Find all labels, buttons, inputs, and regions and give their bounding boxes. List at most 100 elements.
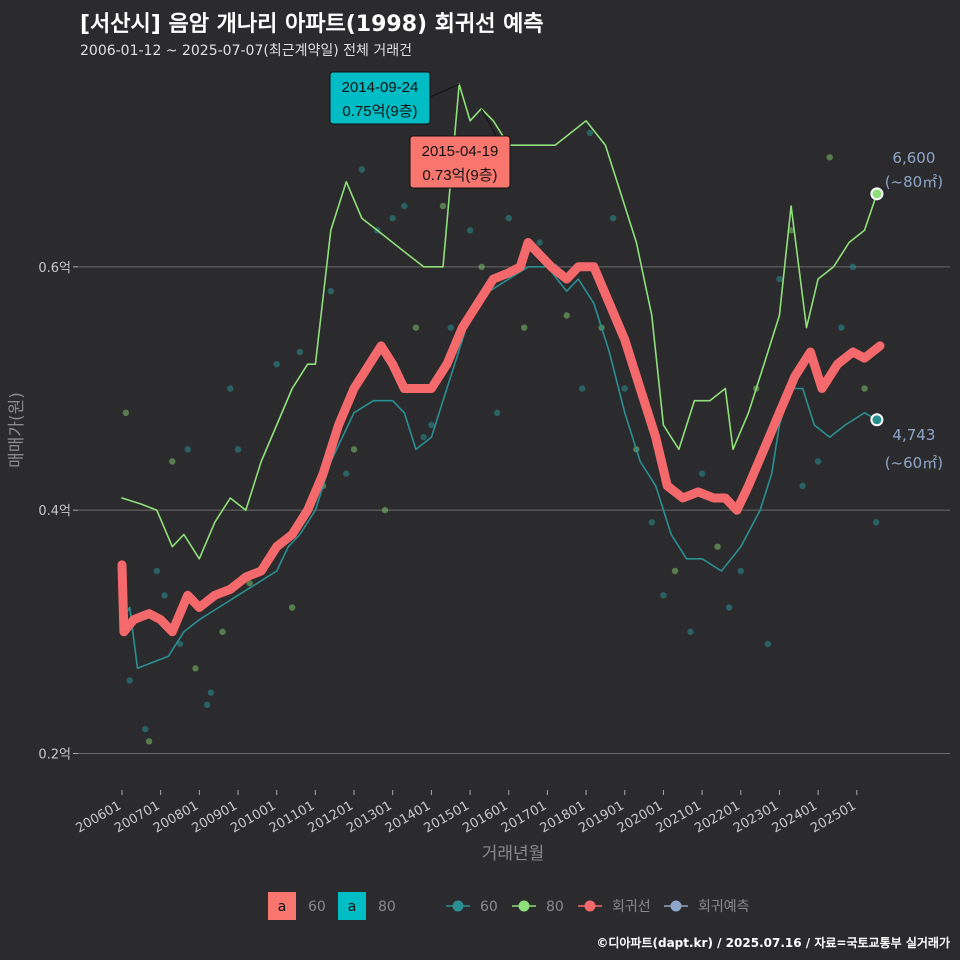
legend-fill-label: 80 [378, 899, 396, 915]
end-value-label: 4,743 [892, 426, 935, 444]
scatter-point [439, 202, 447, 210]
annotation-box [329, 71, 431, 125]
annotation-date: 2014-09-24 [342, 79, 419, 96]
scatter-point [861, 385, 868, 392]
scatter-point [184, 446, 191, 453]
legend-line-label: 회귀선 [612, 899, 651, 915]
scatter-point [671, 567, 679, 575]
scatter-point [505, 214, 512, 222]
scatter-point [579, 385, 586, 392]
legend-fill-swatch [338, 892, 366, 920]
scatter-point [122, 409, 130, 417]
scatter-point [161, 592, 168, 599]
footer-credit: ©디아파트(dapt.kr) / 2025.07.16 / 자료=국토교통부 실… [596, 936, 950, 950]
end-point-80 [870, 187, 884, 201]
scatter-point [563, 312, 570, 319]
legend-point-swatch [584, 900, 596, 912]
scatter-point [327, 287, 335, 295]
scatter-point [227, 385, 234, 392]
scatter-point [826, 154, 833, 161]
series-line-회귀선 [117, 238, 885, 637]
scatter-point [288, 604, 296, 611]
scatter-point [586, 129, 594, 137]
scatter-point [420, 433, 427, 441]
legend: a 60 a 80 60 80 회귀선 회귀예측 [268, 892, 750, 920]
scatter-point [428, 421, 435, 429]
scatter-point [145, 738, 153, 745]
scatter-points [122, 129, 880, 745]
scatter-point [401, 202, 408, 210]
scatter-point [478, 263, 485, 271]
scatter-point [234, 446, 242, 453]
legend-line-label: 60 [480, 899, 498, 915]
scatter-point [521, 324, 528, 331]
y-tick-label: 0.2억 [38, 748, 71, 763]
scatter-point [389, 214, 396, 222]
annotations: 2014-09-24 0.75억(9층) 2015-04-19 0.73억(9층) [329, 71, 511, 189]
series-line-80 [121, 83, 878, 560]
legend-line-label: 80 [546, 899, 564, 915]
scatter-point [687, 628, 694, 636]
y-tick-label: 0.4억 [38, 504, 71, 519]
scatter-point [350, 446, 358, 453]
y-tick-label: 0.6억 [38, 261, 71, 276]
legend-point-swatch [452, 900, 464, 912]
annotation-box [409, 135, 511, 189]
scatter-point [273, 360, 280, 368]
scatter-point [737, 567, 744, 575]
scatter-point [493, 409, 501, 417]
scatter-point [776, 275, 783, 283]
scatter-point [203, 701, 211, 709]
chart-subtitle: 2006-01-12 ~ 2025-07-07(최근계약일) 전체 거래건 [80, 43, 412, 59]
legend-point-swatch [670, 900, 682, 912]
legend-fill-key: a [348, 899, 357, 915]
scatter-point [142, 725, 149, 733]
scatter-point [648, 519, 656, 526]
scatter-point [799, 482, 806, 490]
annotation-leader [429, 83, 460, 98]
scatter-point [169, 458, 176, 465]
y-axis-title: 매매가(원) [7, 392, 27, 468]
scatter-point [872, 519, 880, 526]
scatter-point [219, 628, 226, 636]
legend-line-label: 회귀예측 [698, 899, 750, 915]
scatter-point [838, 324, 845, 331]
scatter-point [849, 263, 857, 271]
scatter-point [725, 604, 733, 611]
y-axis-ticks: 0.2억 0.4억 0.6억 [38, 261, 78, 763]
scatter-point [207, 689, 215, 696]
scatter-point [381, 506, 389, 514]
end-point-60 [870, 413, 884, 427]
scatter-point [126, 677, 133, 684]
legend-fill-swatch [268, 892, 296, 920]
end-area-label: (~60㎡) [885, 454, 943, 472]
scatter-point [609, 214, 617, 222]
annotation-value: 0.75억(9층) [342, 103, 417, 120]
series-line-60 [121, 266, 878, 670]
scatter-point [296, 348, 304, 356]
annotation-date: 2015-04-19 [422, 143, 499, 160]
scatter-point [466, 227, 474, 234]
scatter-point [714, 543, 721, 550]
series-lines [117, 83, 885, 670]
scatter-point [246, 579, 253, 587]
scatter-point [536, 239, 543, 246]
legend-fill-label: 60 [308, 899, 326, 915]
scatter-point [698, 470, 706, 477]
annotation-value: 0.73억(9층) [422, 167, 497, 184]
scatter-point [814, 458, 822, 465]
scatter-point [412, 324, 420, 331]
x-axis-title: 거래년월 [482, 844, 545, 864]
chart-title: [서산시] 음암 개나리 아파트(1998) 회귀선 예측 [80, 12, 544, 37]
scatter-point [358, 166, 365, 173]
scatter-point [764, 640, 772, 648]
scatter-point [447, 324, 454, 331]
grid-lines [78, 266, 950, 754]
end-points: 6,600 (~80㎡) 4,743 (~60㎡) [870, 149, 943, 472]
legend-fill-key: a [278, 899, 287, 915]
x-axis-ticks: 2006012007012008012009012010012011012012… [74, 790, 859, 836]
scatter-point [621, 385, 628, 392]
scatter-point [153, 567, 161, 575]
end-area-label: (~80㎡) [885, 173, 943, 191]
